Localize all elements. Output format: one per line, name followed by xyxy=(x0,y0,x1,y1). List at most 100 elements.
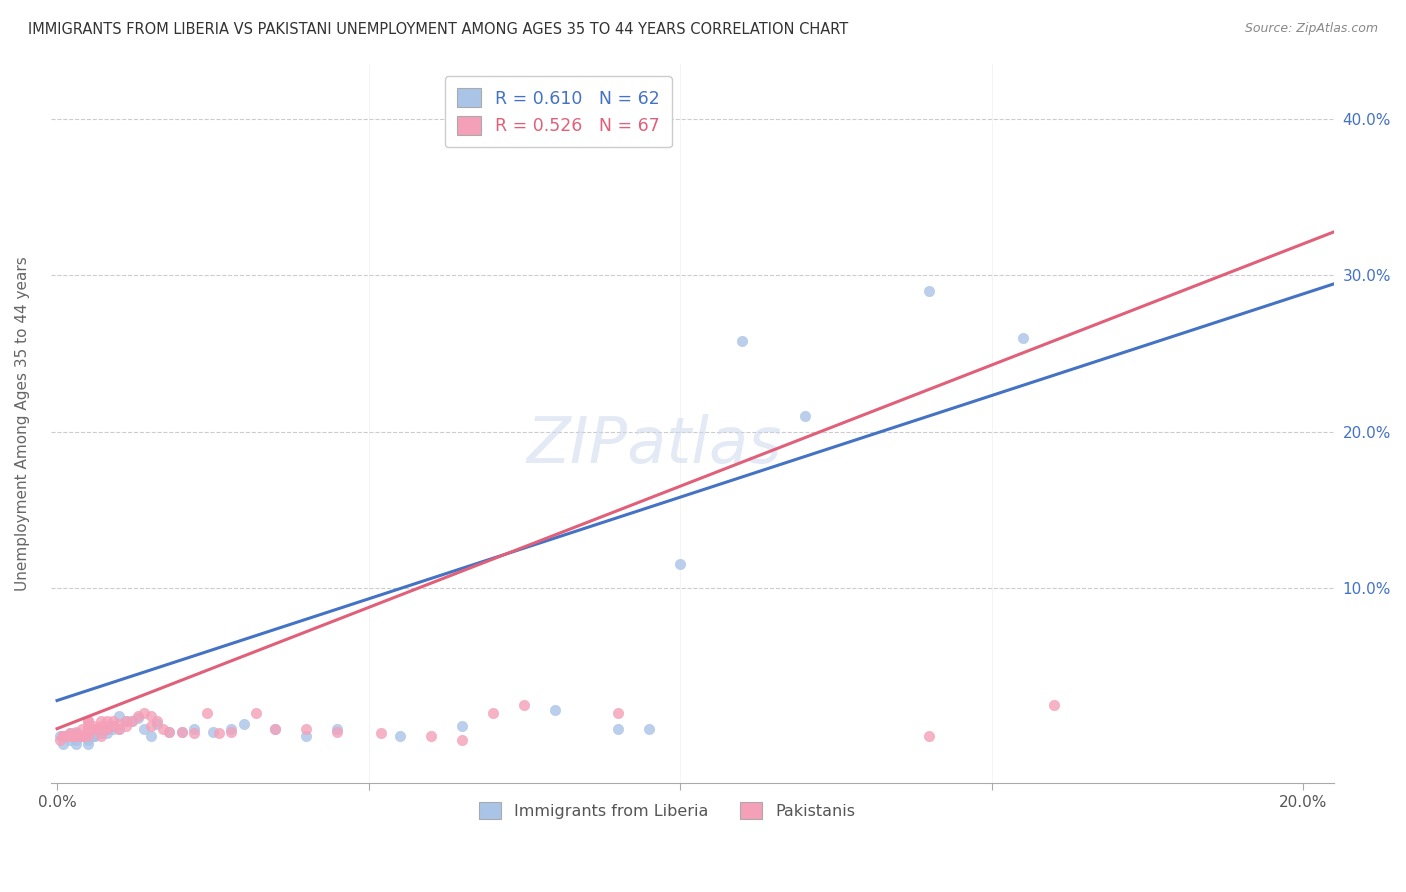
Point xyxy=(90,726,112,740)
Point xyxy=(221,724,243,739)
Point xyxy=(70,730,93,744)
Point xyxy=(326,722,349,736)
Point xyxy=(101,718,124,732)
Point xyxy=(52,730,75,744)
Point xyxy=(77,718,100,732)
Point xyxy=(83,718,105,732)
Point xyxy=(101,722,124,736)
Point xyxy=(388,730,411,744)
Point xyxy=(108,722,131,736)
Text: IMMIGRANTS FROM LIBERIA VS PAKISTANI UNEMPLOYMENT AMONG AGES 35 TO 44 YEARS CORR: IMMIGRANTS FROM LIBERIA VS PAKISTANI UNE… xyxy=(28,22,848,37)
Point xyxy=(77,730,100,744)
Point xyxy=(58,730,80,744)
Point xyxy=(170,724,193,739)
Point xyxy=(70,730,93,744)
Point xyxy=(70,730,93,744)
Point xyxy=(49,732,72,747)
Point xyxy=(451,732,474,747)
Point xyxy=(58,730,80,744)
Text: Source: ZipAtlas.com: Source: ZipAtlas.com xyxy=(1244,22,1378,36)
Point xyxy=(58,730,80,744)
Point xyxy=(101,714,124,728)
Point xyxy=(1011,331,1033,345)
Point xyxy=(264,722,287,736)
Point xyxy=(170,724,193,739)
Point xyxy=(295,730,318,744)
Point xyxy=(295,722,318,736)
Point xyxy=(65,737,87,751)
Point xyxy=(127,709,149,723)
Point xyxy=(90,730,112,744)
Point xyxy=(121,714,143,728)
Point xyxy=(77,724,100,739)
Point xyxy=(114,714,136,728)
Point xyxy=(96,722,118,736)
Point xyxy=(482,706,505,720)
Point xyxy=(370,726,392,740)
Point xyxy=(83,730,105,744)
Point xyxy=(157,724,180,739)
Point xyxy=(183,722,205,736)
Point xyxy=(52,737,75,751)
Point xyxy=(245,706,267,720)
Point xyxy=(96,718,118,732)
Point xyxy=(145,717,167,731)
Point xyxy=(77,730,100,744)
Point xyxy=(606,706,628,720)
Point xyxy=(264,722,287,736)
Point xyxy=(70,730,93,744)
Point xyxy=(65,732,87,747)
Point xyxy=(90,714,112,728)
Point xyxy=(195,706,218,720)
Point xyxy=(83,730,105,744)
Point xyxy=(96,714,118,728)
Legend: Immigrants from Liberia, Pakistanis: Immigrants from Liberia, Pakistanis xyxy=(472,796,862,826)
Point xyxy=(134,722,156,736)
Point xyxy=(1043,698,1066,713)
Point xyxy=(65,730,87,744)
Point xyxy=(183,726,205,740)
Point xyxy=(108,717,131,731)
Point xyxy=(58,730,80,744)
Point xyxy=(83,722,105,736)
Point xyxy=(65,724,87,739)
Point xyxy=(139,718,162,732)
Point xyxy=(65,730,87,744)
Text: ZIPatlas: ZIPatlas xyxy=(526,414,782,476)
Point xyxy=(65,730,87,744)
Point xyxy=(65,730,87,744)
Point xyxy=(326,724,349,739)
Point xyxy=(233,717,256,731)
Point xyxy=(152,722,174,736)
Point xyxy=(221,722,243,736)
Point xyxy=(731,334,754,348)
Point xyxy=(77,714,100,728)
Point xyxy=(77,722,100,736)
Point xyxy=(918,284,941,298)
Point xyxy=(65,730,87,744)
Point xyxy=(52,730,75,744)
Point xyxy=(58,732,80,747)
Point xyxy=(419,730,441,744)
Point xyxy=(58,730,80,744)
Point xyxy=(513,698,536,713)
Point xyxy=(90,718,112,732)
Point xyxy=(96,726,118,740)
Point xyxy=(77,730,100,744)
Point xyxy=(58,726,80,740)
Point xyxy=(101,718,124,732)
Point xyxy=(96,722,118,736)
Point xyxy=(49,730,72,744)
Point xyxy=(90,722,112,736)
Point xyxy=(65,730,87,744)
Point xyxy=(208,726,231,740)
Point xyxy=(121,714,143,728)
Point xyxy=(134,706,156,720)
Point xyxy=(918,730,941,744)
Point xyxy=(77,732,100,747)
Point xyxy=(114,714,136,728)
Point xyxy=(83,722,105,736)
Point xyxy=(157,724,180,739)
Point xyxy=(90,722,112,736)
Point xyxy=(139,709,162,723)
